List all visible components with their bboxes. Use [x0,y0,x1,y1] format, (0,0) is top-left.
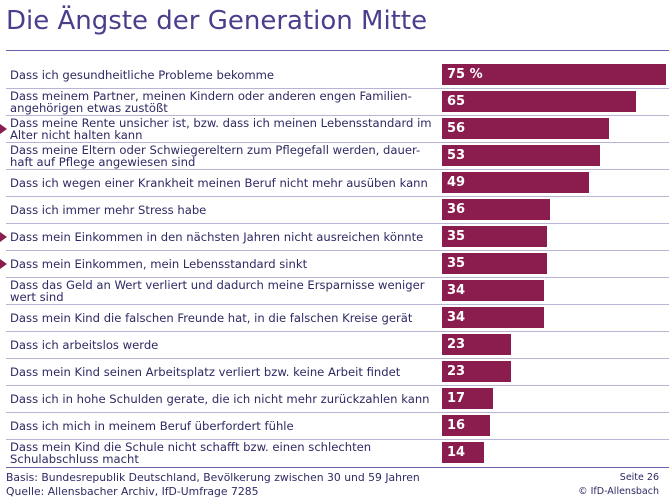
top-rule [6,50,669,51]
category-label: Dass das Geld an Wert verliert und dadur… [10,277,425,304]
row-separator [6,115,669,116]
bar-value-label: 34 [447,283,466,298]
footer-source: Quelle: Allensbacher Archiv, IfD-Umfrage… [6,485,259,498]
bar [442,415,490,436]
bar [442,145,601,166]
bar [442,172,589,193]
bar [442,64,667,85]
bar-value-label: 16 [447,418,466,433]
highlight-marker [0,258,7,269]
category-label: Dass ich in hohe Schulden gerate, die ic… [10,391,430,406]
bar [442,442,484,463]
bar [442,307,544,328]
bar-value-label: 14 [447,445,466,460]
row-separator [6,250,669,251]
row-separator [6,439,669,440]
bar-value-label: 34 [447,310,466,325]
category-label: Dass mein Einkommen in den nächsten Jahr… [10,229,424,244]
bar [442,253,547,274]
bar-value-label: 17 [447,391,466,406]
bar [442,91,637,112]
row-separator [6,142,669,143]
footer-page: Seite 26 [619,472,659,483]
category-label: Dass mein Kind seinen Arbeitsplatz verli… [10,364,401,379]
bar-value-label: 75 % [447,67,483,82]
row-separator [6,88,669,89]
highlight-marker [0,123,7,134]
bar-value-label: 49 [447,175,466,190]
category-label: Dass meine Eltern oder Schwiegereltern z… [10,142,421,169]
bar [442,199,550,220]
bar [442,226,547,247]
row-separator [6,196,669,197]
category-label: Dass meinem Partner, meinen Kindern oder… [10,88,412,115]
category-label: Dass mein Kind die Schule nicht schafft … [10,439,372,466]
row-separator [6,385,669,386]
row-separator [6,277,669,278]
chart-title: Die Ängste der Generation Mitte [6,6,428,36]
category-label: Dass mein Kind die falschen Freunde hat,… [10,310,413,325]
bar-value-label: 36 [447,202,466,217]
row-separator [6,304,669,305]
bar [442,388,493,409]
category-label: Dass ich mich in meinem Beruf überforder… [10,418,294,433]
bottom-rule [6,467,669,468]
footer-copyright: © IfD-Allensbach [578,486,659,497]
row-separator [6,331,669,332]
bar [442,118,610,139]
bar-value-label: 35 [447,256,466,271]
highlight-marker [0,231,7,242]
category-label: Dass ich arbeitslos werde [10,337,159,352]
category-label: Dass ich wegen einer Krankheit meinen Be… [10,175,428,190]
category-label: Dass meine Rente unsicher ist, bzw. dass… [10,115,432,142]
row-separator [6,412,669,413]
row-separator [6,358,669,359]
bar-value-label: 56 [447,121,466,136]
row-separator [6,223,669,224]
footer-basis: Basis: Bundesrepublik Deutschland, Bevöl… [6,471,420,484]
bar-value-label: 65 [447,94,466,109]
bar-value-label: 23 [447,337,466,352]
bar-value-label: 35 [447,229,466,244]
row-separator [6,169,669,170]
bar-value-label: 53 [447,148,466,163]
category-label: Dass ich immer mehr Stress habe [10,202,207,217]
bar [442,334,511,355]
bar [442,361,511,382]
category-label: Dass ich gesundheitliche Probleme bekomm… [10,67,275,82]
category-label: Dass mein Einkommen, mein Lebensstandard… [10,256,308,271]
bar-value-label: 23 [447,364,466,379]
bar [442,280,544,301]
